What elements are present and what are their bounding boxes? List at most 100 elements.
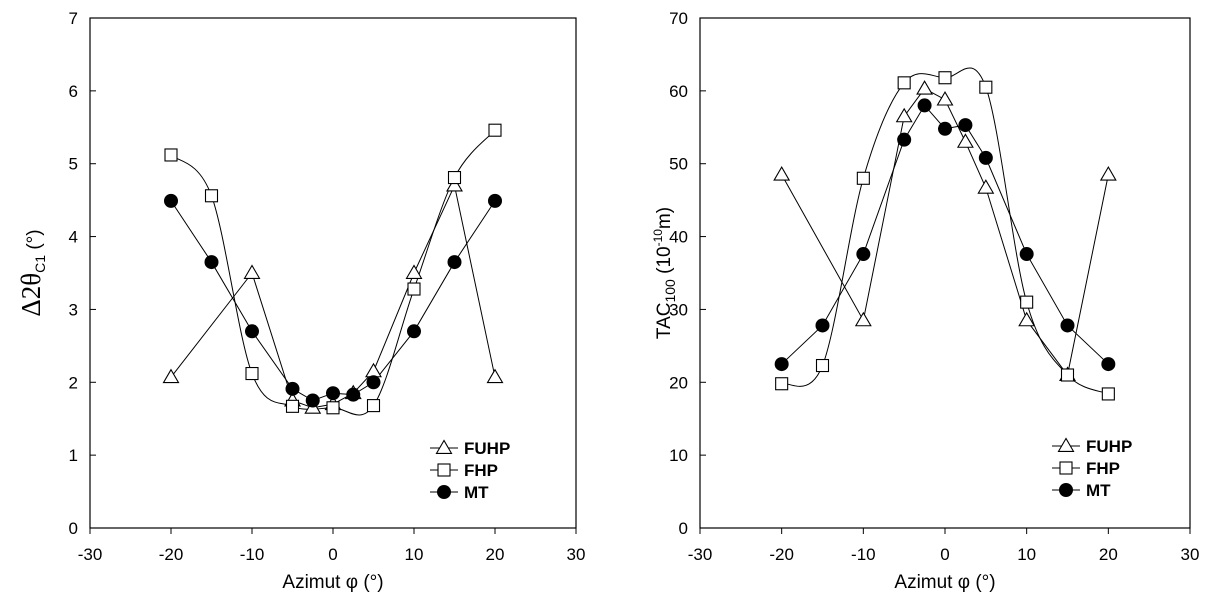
y-axis-title-unit: (10: [654, 246, 675, 279]
y-axis-title: Δ2θC1 (°): [16, 229, 48, 316]
data-point-fhp: [775, 377, 789, 391]
data-point-fhp: [1060, 368, 1075, 382]
x-tick-label: 10: [1017, 545, 1036, 564]
data-point-fuhp: [365, 362, 382, 378]
data-point-fhp: [164, 148, 178, 162]
data-point-fuhp: [162, 368, 180, 384]
series-mt: [774, 98, 1116, 372]
y-axis-title-subscript: C1: [32, 255, 48, 273]
x-tick-label: 10: [405, 545, 424, 564]
y-tick-label: 4: [69, 228, 78, 247]
series-fhp: [775, 71, 1115, 401]
y-axis-title-subscript: 100: [662, 279, 678, 303]
legend-marker-fuhp: [435, 439, 453, 454]
data-point-fhp: [815, 358, 830, 373]
x-axis-title: Azimut φ (°): [282, 572, 383, 593]
y-tick-label: 20: [669, 373, 688, 392]
y-tick-label: 7: [69, 9, 78, 28]
data-point-fuhp: [916, 80, 934, 95]
data-point-fhp: [488, 123, 502, 137]
y-tick-label: 10: [669, 446, 688, 465]
data-point-mt: [346, 387, 361, 402]
legend-label-fuhp: FUHP: [464, 439, 510, 458]
legend-label-fhp: FHP: [1086, 459, 1120, 478]
legend-marker-fuhp: [1057, 437, 1075, 452]
x-tick-label: 30: [1181, 545, 1200, 564]
data-point-mt: [447, 255, 462, 270]
data-point-mt: [305, 393, 320, 408]
data-point-fuhp: [854, 311, 872, 327]
x-tick-label: -30: [688, 545, 713, 564]
legend: FUHP FHP MT: [1052, 437, 1132, 500]
x-tick-label: 0: [328, 545, 337, 564]
data-point-fuhp: [405, 264, 423, 279]
legend-marker-mt: [437, 485, 451, 499]
y-axis-title-main: TAC: [654, 303, 675, 340]
legend-marker-fhp: [437, 463, 451, 477]
legend-marker-fhp: [1059, 461, 1073, 475]
y-tick-label: 5: [69, 155, 78, 174]
series-mt: [164, 193, 502, 408]
data-point-fuhp: [956, 133, 974, 148]
y-tick-label: 1: [69, 446, 78, 465]
data-point-fuhp: [243, 264, 261, 279]
data-point-fhp: [285, 399, 300, 413]
legend-label-fhp: FHP: [464, 461, 498, 480]
series-line-fhp: [170, 129, 496, 416]
legend-label-mt: MT: [464, 483, 489, 502]
x-tick-label: 20: [486, 545, 505, 564]
data-point-fhp: [1101, 387, 1115, 401]
x-axis-title: Azimut φ (°): [894, 572, 995, 593]
data-point-mt: [856, 247, 871, 262]
data-point-mt: [1101, 357, 1116, 372]
data-point-fuhp: [936, 91, 954, 106]
data-point-mt: [815, 318, 830, 333]
data-point-fhp: [938, 71, 952, 85]
x-tick-label: -10: [240, 545, 265, 564]
data-point-mt: [1060, 318, 1075, 333]
series-line-fuhp: [170, 183, 496, 409]
data-point-mt: [488, 193, 502, 208]
data-point-fuhp: [486, 368, 504, 384]
y-tick-label: 6: [69, 82, 78, 101]
data-point-fhp: [366, 399, 381, 413]
data-point-fuhp: [1018, 311, 1036, 327]
y-tick-label: 30: [669, 300, 688, 319]
legend-label-mt: MT: [1086, 481, 1111, 500]
series-fhp: [164, 123, 502, 415]
data-point-mt: [285, 381, 300, 396]
series-line-mt: [170, 200, 496, 402]
data-point-mt: [897, 132, 912, 147]
data-point-mt: [917, 98, 932, 113]
x-tick-label: -30: [78, 545, 103, 564]
x-tick-label: 30: [567, 545, 586, 564]
data-point-mt: [245, 324, 259, 339]
data-point-fuhp: [1099, 166, 1117, 181]
legend-marker-mt: [1059, 483, 1073, 497]
data-point-fhp: [897, 76, 911, 90]
data-point-fuhp: [895, 107, 913, 123]
data-point-mt: [978, 150, 993, 165]
x-tick-label: -10: [851, 545, 876, 564]
y-tick-label: 0: [69, 519, 78, 538]
y-tick-label: 40: [669, 228, 688, 247]
data-point-fhp: [979, 80, 993, 94]
data-point-mt: [938, 121, 952, 136]
data-point-fhp: [245, 366, 259, 381]
series-line-fhp: [781, 67, 1109, 395]
data-point-mt: [204, 255, 219, 270]
y-tick-label: 50: [669, 155, 688, 174]
y-tick-label: 60: [669, 82, 688, 101]
y-axis-title: TAC100 (10-10m): [651, 207, 678, 339]
data-point-mt: [958, 118, 973, 133]
series-fuhp: [162, 176, 504, 414]
y-tick-label: 2: [69, 373, 78, 392]
y-axis-title-superscript: -10: [651, 229, 665, 247]
series-line-mt: [781, 104, 1109, 365]
data-point-mt: [366, 375, 381, 390]
legend: FUHP FHP MT: [430, 439, 510, 502]
data-point-mt: [407, 324, 421, 339]
data-point-fhp: [1020, 295, 1034, 309]
chart-panel-2: 0 10 20 30 40 50 60 70 -30 -20 -10 0 10 20 30 Azimut φ …: [651, 9, 1199, 593]
